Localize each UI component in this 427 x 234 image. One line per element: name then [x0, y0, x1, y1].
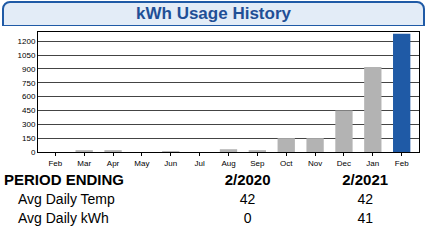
html-text:PERIOD ENDING: PERIOD ENDING [4, 171, 124, 188]
svg-text:Aug: Aug [221, 159, 235, 168]
svg-text:Jul: Jul [195, 159, 205, 168]
svg-text:150: 150 [22, 134, 36, 143]
html-text:0: 0 [243, 209, 252, 226]
svg-text:Sep: Sep [250, 159, 265, 168]
html-text:Avg Daily Temp: Avg Daily Temp [18, 190, 115, 207]
html-text:2/2020: 2/2020 [224, 171, 271, 188]
svg-text:Feb: Feb [48, 159, 62, 168]
html-text:2/2021: 2/2021 [342, 171, 389, 188]
html-text:42: 42 [239, 190, 256, 207]
svg-text:450: 450 [22, 106, 36, 115]
svg-text:Jan: Jan [366, 159, 379, 168]
svg-text:1050: 1050 [18, 51, 36, 60]
svg-text:Apr: Apr [107, 159, 120, 168]
html-text:42: 42 [357, 190, 373, 207]
svg-text:600: 600 [22, 92, 36, 101]
html-text:Avg Daily kWh: Avg Daily kWh [18, 209, 109, 226]
svg-text:900: 900 [22, 65, 36, 74]
svg-text:750: 750 [22, 79, 36, 88]
svg-text:Jun: Jun [164, 159, 177, 168]
svg-text:Feb: Feb [395, 159, 409, 168]
svg-text:Nov: Nov [308, 159, 322, 168]
svg-text:0: 0 [31, 148, 36, 157]
svg-text:Mar: Mar [77, 159, 91, 168]
svg-text:300: 300 [22, 120, 36, 129]
html-text:kWh Usage History: kWh Usage History [136, 4, 291, 23]
svg-text:1200: 1200 [18, 37, 36, 46]
svg-text:May: May [134, 159, 149, 168]
html-text:41: 41 [357, 209, 373, 226]
svg-text:Oct: Oct [280, 159, 293, 168]
svg-text:Dec: Dec [337, 159, 351, 168]
